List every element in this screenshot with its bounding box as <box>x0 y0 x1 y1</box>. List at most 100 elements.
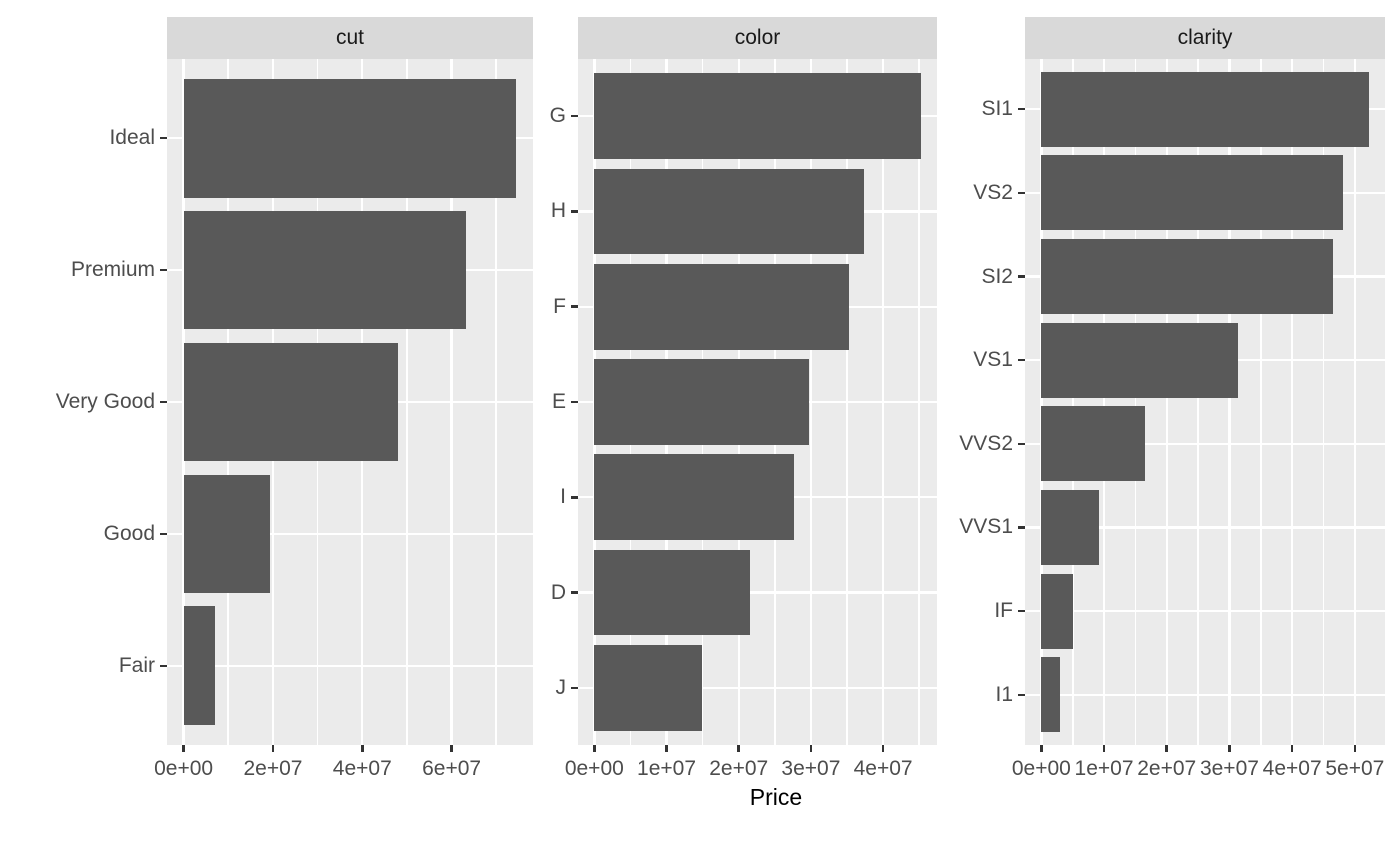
y-axis-label: SI2 <box>981 264 1013 288</box>
y-axis-tick <box>571 495 578 499</box>
facet-strip: clarity <box>1025 17 1385 59</box>
x-axis-tick <box>182 745 185 752</box>
x-axis-tick-label: 0e+00 <box>564 757 624 780</box>
bar <box>594 359 810 445</box>
grid-minor-x <box>1071 59 1074 745</box>
bar <box>1041 322 1239 398</box>
y-axis-label: VS1 <box>973 348 1013 372</box>
x-axis-tick <box>1353 745 1357 752</box>
y-axis-tick <box>1018 442 1025 446</box>
grid-major-y <box>578 591 937 594</box>
bar <box>594 454 794 541</box>
bar <box>1041 238 1333 315</box>
x-axis-tick-label: 3e+07 <box>1199 757 1259 780</box>
y-axis-label: Ideal <box>109 126 155 150</box>
bar <box>1041 657 1060 733</box>
x-axis-tick-label: 2e+07 <box>1137 757 1197 780</box>
y-axis-label: Good <box>103 521 155 545</box>
x-axis-tick-label: 2e+07 <box>709 757 769 780</box>
y-axis-label: I <box>560 485 566 509</box>
y-axis-tick <box>160 664 167 668</box>
x-axis-tick-label: 4e+07 <box>853 757 913 780</box>
x-axis-tick-label: 6e+07 <box>422 757 482 780</box>
grid-major-x <box>1102 59 1106 745</box>
x-axis-tick <box>1102 745 1106 752</box>
grid-major-y <box>1025 609 1385 613</box>
x-axis-tick <box>809 745 813 752</box>
y-axis-tick <box>160 136 167 140</box>
x-axis-tick <box>593 745 596 752</box>
facet-strip: cut <box>167 17 533 59</box>
x-axis-tick <box>1290 745 1294 752</box>
y-axis-tick <box>1018 275 1025 278</box>
x-axis-tick-label: 2e+07 <box>243 757 303 780</box>
x-axis-tick <box>450 745 453 752</box>
bar <box>1041 71 1369 147</box>
bar <box>594 73 921 160</box>
bar <box>183 210 466 330</box>
x-axis-tick <box>1165 745 1169 752</box>
x-axis-tick <box>737 745 741 752</box>
bar <box>1041 406 1146 482</box>
y-axis-tick <box>160 532 167 536</box>
grid-major-y <box>578 686 937 690</box>
x-axis-tick-label: 4e+07 <box>1262 757 1322 780</box>
y-axis-label: IF <box>994 599 1013 623</box>
bar <box>183 78 517 198</box>
bar <box>594 263 850 350</box>
bar <box>1041 489 1100 566</box>
bar <box>1041 573 1074 649</box>
bar <box>183 474 270 594</box>
grid-minor-x <box>1322 59 1325 745</box>
y-axis-tick <box>571 591 578 594</box>
y-axis-label: VS2 <box>973 180 1013 204</box>
facet-strip: color <box>578 17 937 59</box>
y-axis-tick <box>571 210 578 213</box>
y-axis-tick <box>1018 526 1025 529</box>
grid-major-y <box>167 532 533 536</box>
y-axis-label: H <box>550 199 566 223</box>
y-axis-label: F <box>553 294 566 318</box>
facet-strip-label: cut <box>335 26 364 49</box>
grid-minor-x <box>1197 59 1199 745</box>
y-axis-tick <box>1018 358 1025 362</box>
facet-strip-label: color <box>734 26 781 49</box>
y-axis-tick <box>571 305 578 309</box>
y-axis-label: Very Good <box>55 390 155 413</box>
y-axis-label: Premium <box>70 258 155 282</box>
y-axis-label: SI1 <box>981 97 1013 121</box>
x-axis-tick <box>271 745 275 752</box>
x-axis-tick <box>1040 745 1043 752</box>
y-axis-tick <box>1018 609 1025 613</box>
grid-major-y <box>1025 442 1385 446</box>
grid-minor-x <box>1259 59 1262 745</box>
grid-major-y <box>1025 693 1385 696</box>
y-axis-label: J <box>555 675 567 699</box>
bar <box>183 342 399 462</box>
grid-major-x <box>1165 59 1168 745</box>
x-axis-tick-label: 3e+07 <box>781 757 841 780</box>
y-axis-tick <box>160 400 167 404</box>
y-axis-label: VVS1 <box>959 515 1013 539</box>
y-axis-label: Fair <box>118 653 155 677</box>
bar <box>594 168 864 255</box>
x-axis-tick-label: 4e+07 <box>332 757 392 780</box>
facet-strip-label: clarity <box>1177 26 1233 49</box>
y-axis-label: G <box>549 104 566 128</box>
x-axis-tick-label: 1e+07 <box>637 757 697 780</box>
grid-major-y <box>1025 526 1385 529</box>
y-axis-tick <box>160 268 167 272</box>
grid-major-x <box>1040 59 1043 745</box>
y-axis-tick <box>571 400 578 404</box>
x-axis-tick <box>881 745 885 752</box>
x-axis-tick-label: 0e+00 <box>1011 757 1071 780</box>
grid-major-x <box>1290 59 1294 745</box>
x-axis-title: Price <box>749 784 803 810</box>
x-axis-tick <box>665 745 668 752</box>
x-axis-tick <box>1228 745 1231 752</box>
x-axis-tick-label: 0e+00 <box>154 757 214 780</box>
y-axis-label: D <box>550 580 566 604</box>
y-axis-tick <box>571 114 578 118</box>
grid-major-x <box>1228 59 1231 745</box>
